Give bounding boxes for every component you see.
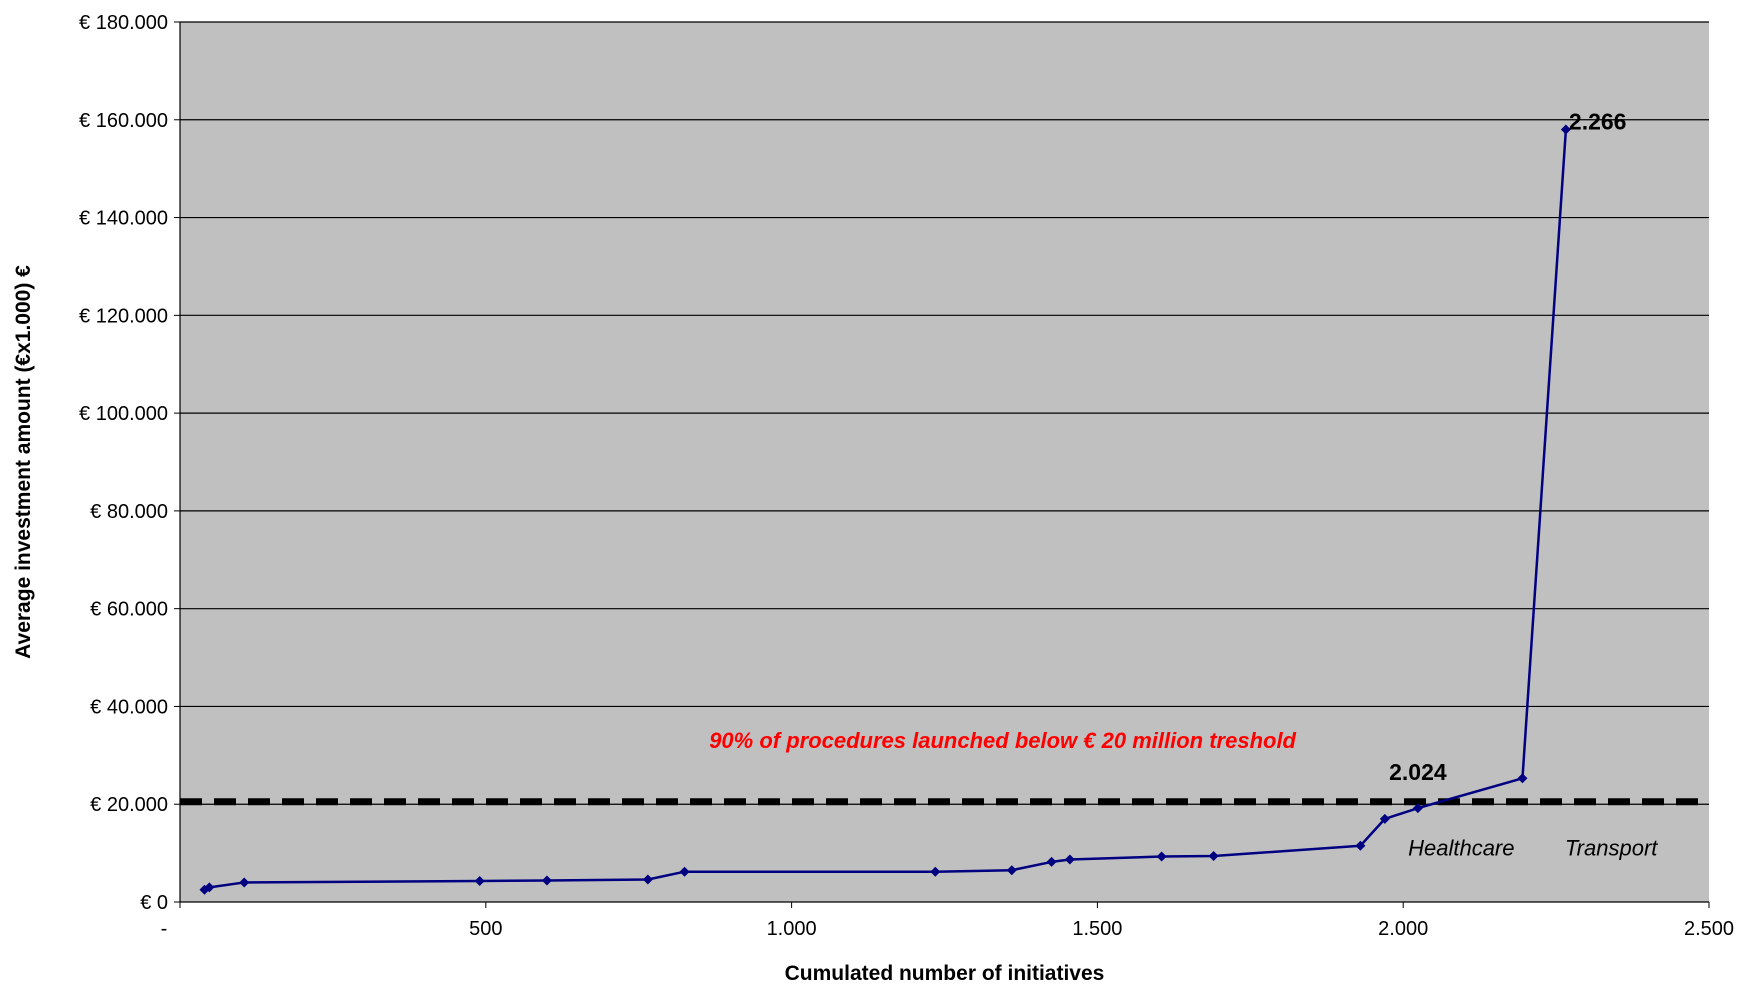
plot-area: [180, 22, 1709, 902]
x-axis-title: Cumulated number of initiatives: [785, 962, 1105, 984]
data-point: [541, 875, 552, 886]
data-point: [1560, 124, 1571, 135]
data-point: [1517, 773, 1528, 784]
gridlines: [180, 21, 1709, 805]
series-group: [199, 124, 1571, 895]
data-point: [1379, 813, 1390, 824]
data-point: [1046, 856, 1057, 867]
data-point: [642, 874, 653, 885]
y-tick-label: € 0: [140, 892, 168, 914]
annotation-label: 2.266: [1569, 109, 1627, 135]
data-point: [679, 866, 690, 877]
y-tick-label: € 180.000: [79, 12, 168, 34]
x-tick-label: 1.500: [1072, 918, 1122, 940]
data-point: [1006, 865, 1017, 876]
data-point: [1208, 851, 1219, 862]
annotation-label: 2.024: [1389, 759, 1447, 785]
series-line: [203, 129, 1568, 891]
y-tick-label: € 100.000: [79, 403, 168, 425]
annotation-label: 90% of procedures launched below € 20 mi…: [709, 728, 1296, 753]
data-point: [1156, 851, 1167, 862]
data-point: [930, 866, 941, 877]
data-point: [1412, 803, 1423, 814]
y-tick-label: € 80.000: [90, 501, 168, 523]
annotation-label: Transport: [1565, 836, 1658, 861]
y-tick-label: € 20.000: [90, 794, 168, 816]
y-tick-label: € 140.000: [79, 208, 168, 230]
y-tick-label: € 120.000: [79, 305, 168, 327]
data-point: [474, 875, 485, 886]
data-point: [1355, 840, 1366, 851]
x-tick-label: 1.000: [767, 918, 817, 940]
y-tick-label: € 40.000: [90, 696, 168, 718]
data-point: [204, 882, 215, 893]
annotations: 90% of procedures launched below € 20 mi…: [709, 109, 1658, 861]
annotation-label: Healthcare: [1408, 836, 1514, 861]
x-tick-label: 2.000: [1378, 918, 1428, 940]
data-point: [1064, 854, 1075, 865]
x-tick-label: 500: [469, 918, 502, 940]
x-tick-label: -: [161, 918, 168, 940]
y-axis-title: Average investment amount (€x1.000) €: [12, 265, 35, 659]
y-tick-label: € 160.000: [79, 110, 168, 132]
y-tick-label: € 60.000: [90, 599, 168, 621]
data-point: [239, 877, 250, 888]
y-axis: € 0 € 20.000 € 40.000 € 60.000 € 80.000 € 100…: [79, 12, 181, 914]
x-axis: - 500 1.000 1.500 2.000 2.500: [161, 901, 1734, 940]
x-tick-label: 2.500: [1684, 918, 1734, 940]
